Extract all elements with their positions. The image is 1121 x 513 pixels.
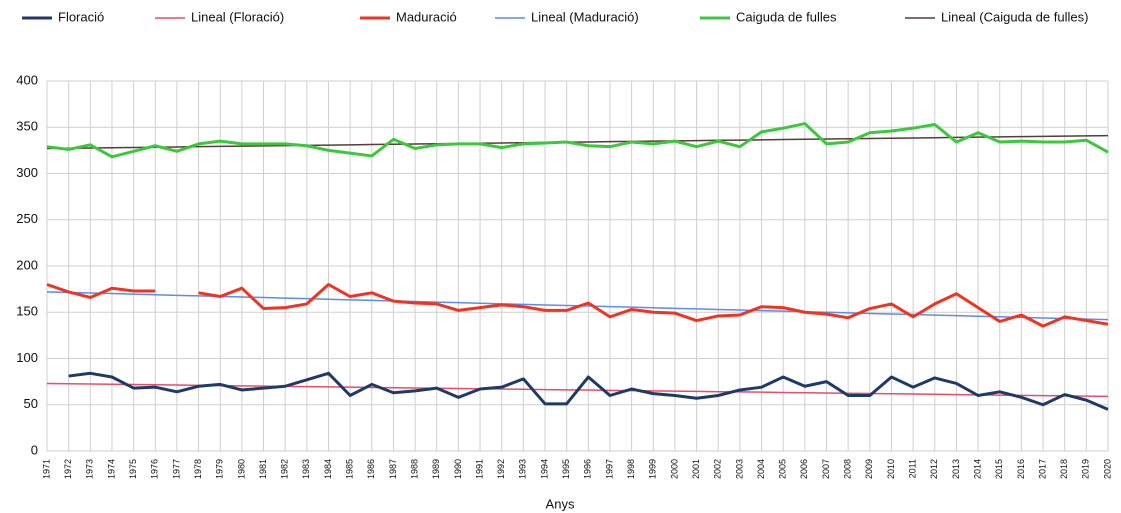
x-tick-label: 1979: [215, 459, 225, 479]
x-tick-label: 1989: [431, 459, 441, 479]
legend-label: Floració: [58, 9, 104, 24]
x-tick-label: 2006: [799, 459, 809, 479]
x-tick-label: 2001: [691, 459, 701, 479]
series-line: [46, 283, 1109, 328]
y-tick-label: 0: [31, 442, 38, 457]
series-line: [46, 122, 1109, 159]
x-tick-label: 1997: [604, 459, 614, 479]
legend-label: Lineal (Caiguda de fulles): [941, 9, 1088, 24]
x-tick-label: 2017: [1037, 459, 1047, 479]
x-tick-label: 1991: [474, 459, 484, 479]
x-tick-label: 1976: [150, 459, 160, 479]
y-tick-label: 150: [16, 304, 38, 319]
x-tick-label: 2014: [972, 459, 982, 479]
x-tick-label: 1998: [626, 459, 636, 479]
x-tick-label: 2011: [907, 459, 917, 478]
x-tick-label: 1985: [345, 459, 355, 479]
legend-label: Lineal (Floració): [191, 9, 284, 24]
legend-label: Caiguda de fulles: [736, 9, 837, 24]
legend-label: Lineal (Maduració): [531, 9, 639, 24]
x-tick-label: 2003: [734, 459, 744, 479]
x-tick-label: 1974: [106, 459, 116, 479]
x-tick-label: 2010: [886, 459, 896, 479]
x-tick-label: 1983: [301, 459, 311, 479]
x-tick-label: 1990: [453, 459, 463, 479]
y-tick-label: 250: [16, 211, 38, 226]
x-tick-label: 2019: [1081, 459, 1091, 479]
x-tick-label: 2002: [713, 459, 723, 479]
y-tick-label: 300: [16, 165, 38, 180]
series-line: [46, 134, 1109, 150]
x-tick-label: 1995: [561, 459, 571, 479]
x-tick-label: 2012: [929, 459, 939, 479]
x-tick-label: 2013: [951, 459, 961, 479]
x-tick-label: 2020: [1102, 459, 1112, 479]
x-tick-label: 1992: [496, 459, 506, 479]
x-tick-label: 2008: [843, 459, 853, 479]
y-tick-label: 350: [16, 119, 38, 134]
x-tick-label: 1987: [388, 459, 398, 479]
x-tick-label: 1975: [128, 459, 138, 479]
x-tick-label: 2009: [864, 459, 874, 479]
x-tick-label: 1996: [583, 459, 593, 479]
y-tick-label: 100: [16, 350, 38, 365]
x-tick-label: 1982: [280, 459, 290, 479]
x-tick-label: 1973: [85, 459, 95, 479]
x-tick-label: 2015: [994, 459, 1004, 479]
x-tick-label: 1977: [171, 459, 181, 479]
y-tick-label: 50: [24, 396, 38, 411]
x-tick-label: 1984: [323, 459, 333, 479]
series-line: [68, 371, 1109, 411]
x-tick-label: 2007: [821, 459, 831, 479]
x-tick-label: 1971: [41, 459, 51, 479]
legend-label: Maduració: [396, 9, 457, 24]
y-tick-label: 400: [16, 72, 38, 87]
x-tick-label: 1988: [409, 459, 419, 479]
x-tick-label: 1972: [63, 459, 73, 479]
x-tick-label: 1999: [648, 459, 658, 479]
x-tick-label: 2018: [1059, 459, 1069, 479]
x-tick-label: 1981: [258, 459, 268, 479]
x-tick-label: 2016: [1016, 459, 1026, 479]
x-tick-label: 1978: [193, 459, 203, 479]
x-tick-label: 2005: [778, 459, 788, 479]
x-tick-label: 2000: [669, 459, 679, 479]
x-axis-title: Anys: [546, 496, 575, 511]
x-tick-label: 2004: [756, 459, 766, 479]
y-tick-label: 200: [16, 257, 38, 272]
x-tick-label: 1986: [366, 459, 376, 479]
x-tick-label: 1993: [518, 459, 528, 479]
x-tick-label: 1980: [236, 459, 246, 479]
x-tick-label: 1994: [539, 459, 549, 479]
